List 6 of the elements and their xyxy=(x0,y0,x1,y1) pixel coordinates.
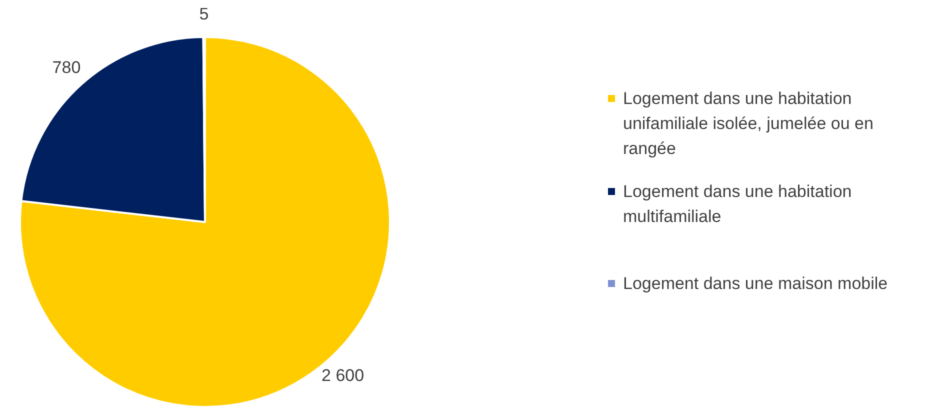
legend-label: Logement dans une habitation unifamiliale isolée, jumelée ou en rangée xyxy=(623,88,874,160)
data-label: 5 xyxy=(199,4,209,24)
legend-label: Logement dans une maison mobile xyxy=(623,273,888,295)
data-label: 2 600 xyxy=(322,366,364,386)
legend-label: Logement dans une habitation multifamiliale xyxy=(623,181,853,228)
data-label: 780 xyxy=(52,58,81,77)
